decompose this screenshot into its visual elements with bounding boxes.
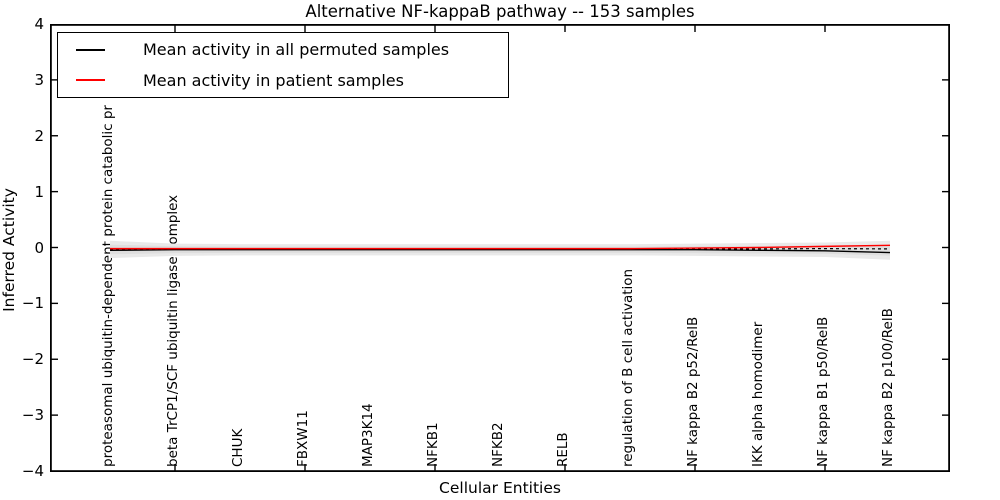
plot-area bbox=[50, 24, 950, 472]
red-line-sample-icon bbox=[76, 79, 105, 82]
legend: Mean activity in all permuted samples Me… bbox=[57, 32, 509, 98]
y-tick-label: 4 bbox=[34, 15, 44, 33]
legend-label: Mean activity in patient samples bbox=[143, 70, 404, 90]
legend-item-permuted: Mean activity in all permuted samples bbox=[58, 35, 508, 65]
legend-item-patient: Mean activity in patient samples bbox=[58, 65, 508, 95]
y-tick-label: −2 bbox=[21, 350, 44, 369]
y-tick-label: −3 bbox=[21, 406, 44, 425]
y-tick-label: −1 bbox=[21, 294, 44, 313]
x-axis-label: Cellular Entities bbox=[439, 479, 561, 497]
black-line-sample-icon bbox=[76, 48, 105, 51]
y-tick-label: 0 bbox=[34, 238, 44, 257]
legend-label: Mean activity in all permuted samples bbox=[143, 40, 450, 60]
y-tick-label: 2 bbox=[34, 126, 44, 145]
patient-mean-line bbox=[110, 244, 891, 250]
y-tick-label: 1 bbox=[34, 182, 44, 201]
y-tick-label: −4 bbox=[21, 462, 44, 480]
chart-title: Alternative NF-kappaB pathway -- 153 sam… bbox=[305, 2, 695, 21]
y-tick-label: 3 bbox=[34, 70, 44, 89]
axes-spines bbox=[50, 24, 950, 472]
